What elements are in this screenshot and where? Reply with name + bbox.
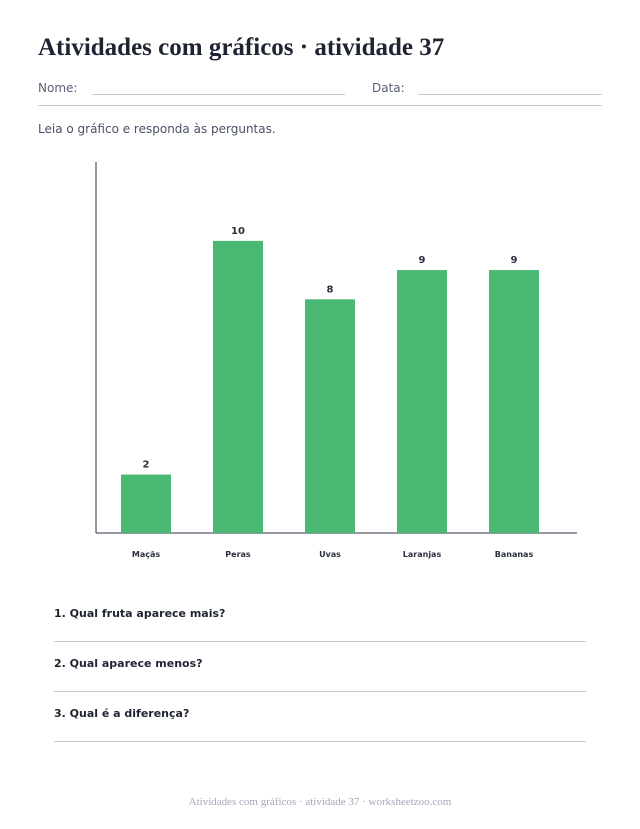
footer: Atividades com gráficos · atividade 37 ·… <box>188 796 452 808</box>
question-2: 2. Qual aparece menos? <box>54 657 203 670</box>
bar-1 <box>213 240 263 533</box>
bar-2 <box>305 299 355 533</box>
date-label: Data: <box>372 81 405 95</box>
bar-3 <box>397 270 447 533</box>
bar-4 <box>489 270 539 533</box>
answer-line-1[interactable] <box>54 641 586 642</box>
category-label-2: Uvas <box>319 550 341 559</box>
page-title: Atividades com gráficos · atividade 37 <box>38 34 445 61</box>
category-label-4: Bananas <box>495 550 534 559</box>
instructions: Leia o gráfico e responda às perguntas. <box>38 122 276 136</box>
bar-chart: 2 Maçãs 10 Peras 8 Uvas 9 Laranjas 9 Bananas <box>95 162 577 559</box>
value-label-2: 8 <box>327 284 334 295</box>
question-1: 1. Qual fruta aparece mais? <box>54 607 226 620</box>
date-field[interactable] <box>418 94 602 95</box>
header-divider <box>38 105 602 106</box>
category-label-0: Maçãs <box>132 550 161 559</box>
category-label-3: Laranjas <box>403 550 442 559</box>
name-label: Nome: <box>38 81 78 95</box>
category-label-1: Peras <box>225 550 251 559</box>
bar-0 <box>121 474 171 533</box>
value-label-0: 2 <box>143 460 150 471</box>
name-field[interactable] <box>92 94 345 95</box>
bars: 2 Maçãs 10 Peras 8 Uvas 9 Laranjas 9 Bananas <box>121 226 539 559</box>
value-label-1: 10 <box>231 226 245 237</box>
value-label-4: 9 <box>511 255 518 266</box>
question-3: 3. Qual é a diferença? <box>54 707 190 720</box>
answer-line-3[interactable] <box>54 741 586 742</box>
answer-line-2[interactable] <box>54 691 586 692</box>
value-label-3: 9 <box>419 255 426 266</box>
